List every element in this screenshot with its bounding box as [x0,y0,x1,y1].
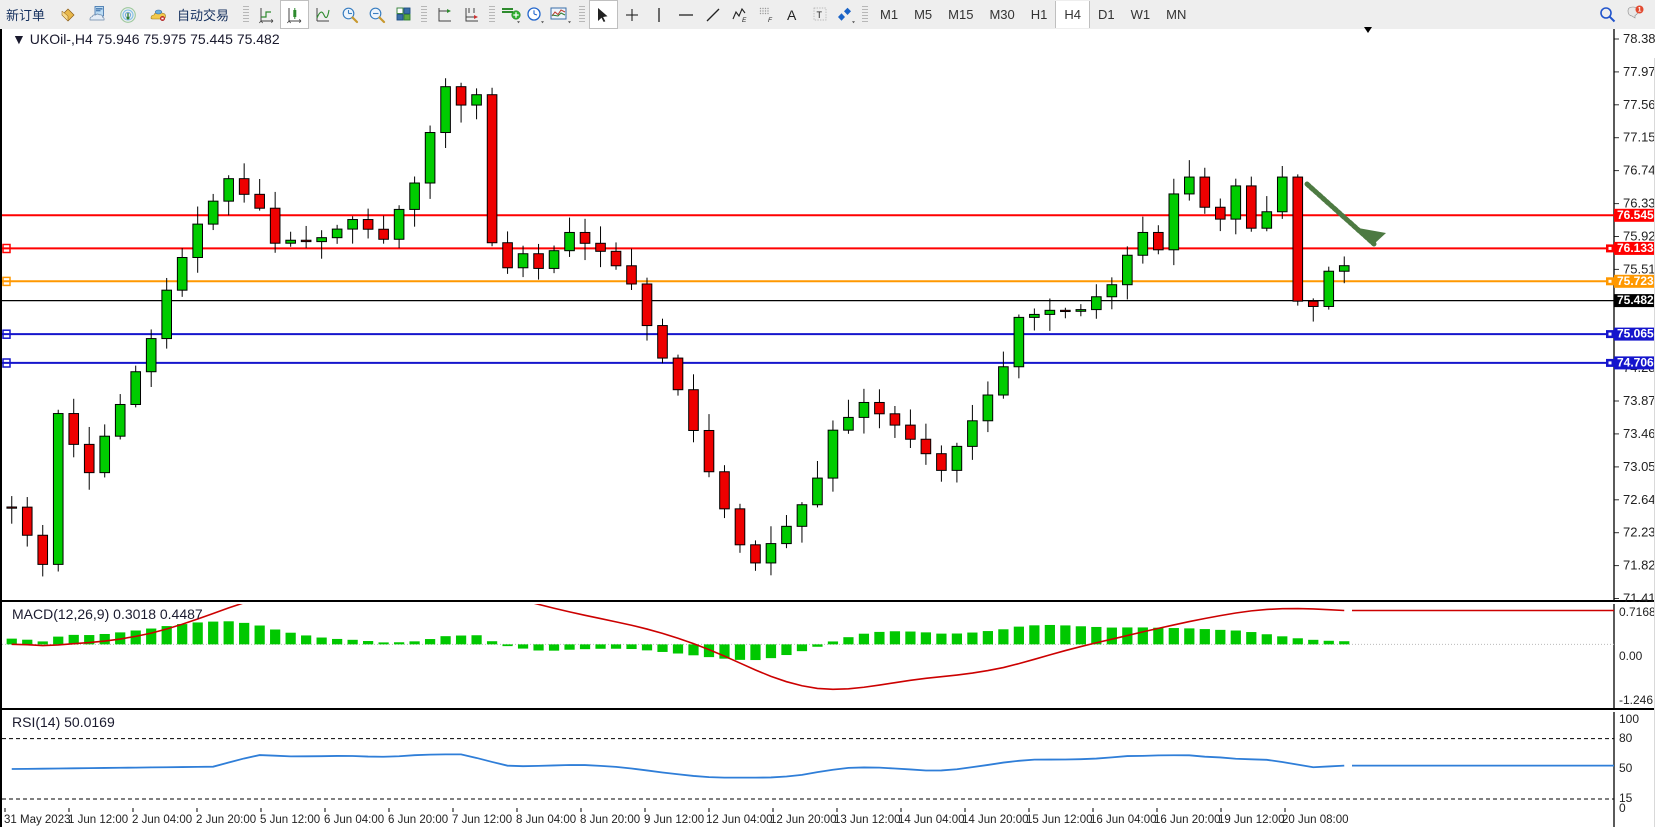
svg-text:12 Jun 04:00: 12 Jun 04:00 [706,814,773,826]
svg-text:75.065: 75.065 [1617,327,1654,341]
svg-text:73.050: 73.050 [1623,459,1655,474]
svg-text:6 Jun 04:00: 6 Jun 04:00 [324,814,384,826]
svg-text:78.380: 78.380 [1623,31,1655,46]
svg-text:73.460: 73.460 [1623,426,1655,441]
svg-text:E: E [742,17,747,24]
svg-text:77.150: 77.150 [1623,130,1655,145]
svg-text:73.870: 73.870 [1623,393,1655,408]
svg-text:71.820: 71.820 [1623,558,1655,573]
svg-text:1 Jun 12:00: 1 Jun 12:00 [68,814,128,826]
svg-text:T: T [816,10,822,20]
svg-text:0.7168: 0.7168 [1619,605,1655,619]
svg-text:74.706: 74.706 [1617,355,1654,369]
svg-text:100: 100 [1619,712,1639,726]
svg-text:72.640: 72.640 [1623,492,1655,507]
svg-text:0.00: 0.00 [1619,649,1643,663]
svg-text:13 Jun 12:00: 13 Jun 12:00 [834,814,901,826]
svg-text:6 Jun 20:00: 6 Jun 20:00 [388,814,448,826]
svg-text:2 Jun 04:00: 2 Jun 04:00 [132,814,192,826]
svg-text:75.723: 75.723 [1617,274,1654,288]
svg-text:16 Jun 20:00: 16 Jun 20:00 [1154,814,1221,826]
svg-text:A: A [787,7,797,23]
svg-text:72.230: 72.230 [1623,525,1655,540]
svg-text:76.133: 76.133 [1617,241,1654,255]
svg-text:77.560: 77.560 [1623,97,1655,112]
svg-text:20 Jun 08:00: 20 Jun 08:00 [1282,814,1349,826]
svg-text:8 Jun 20:00: 8 Jun 20:00 [580,814,640,826]
svg-text:80: 80 [1619,731,1633,745]
svg-text:75.482: 75.482 [1617,293,1654,307]
svg-text:77.970: 77.970 [1623,64,1655,79]
svg-text:8 Jun 04:00: 8 Jun 04:00 [516,814,576,826]
svg-text:1: 1 [1638,6,1642,13]
svg-text:76.545: 76.545 [1617,208,1654,222]
svg-text:F: F [768,17,773,24]
svg-text:15 Jun 12:00: 15 Jun 12:00 [1026,814,1093,826]
svg-text:-1.246: -1.246 [1619,693,1653,707]
svg-text:50: 50 [1619,761,1633,775]
svg-text:12 Jun 20:00: 12 Jun 20:00 [770,814,837,826]
svg-text:9 Jun 12:00: 9 Jun 12:00 [644,814,704,826]
svg-text:31 May 2023: 31 May 2023 [4,814,71,826]
svg-text:2 Jun 20:00: 2 Jun 20:00 [196,814,256,826]
svg-text:19 Jun 12:00: 19 Jun 12:00 [1218,814,1285,826]
svg-text:71.410: 71.410 [1623,591,1655,603]
svg-text:0: 0 [1619,801,1626,815]
svg-text:76.740: 76.740 [1623,163,1655,178]
svg-text:16 Jun 04:00: 16 Jun 04:00 [1090,814,1157,826]
svg-text:7 Jun 12:00: 7 Jun 12:00 [452,814,512,826]
svg-text:14 Jun 20:00: 14 Jun 20:00 [962,814,1029,826]
svg-text:14 Jun 04:00: 14 Jun 04:00 [898,814,965,826]
svg-text:5 Jun 12:00: 5 Jun 12:00 [260,814,320,826]
